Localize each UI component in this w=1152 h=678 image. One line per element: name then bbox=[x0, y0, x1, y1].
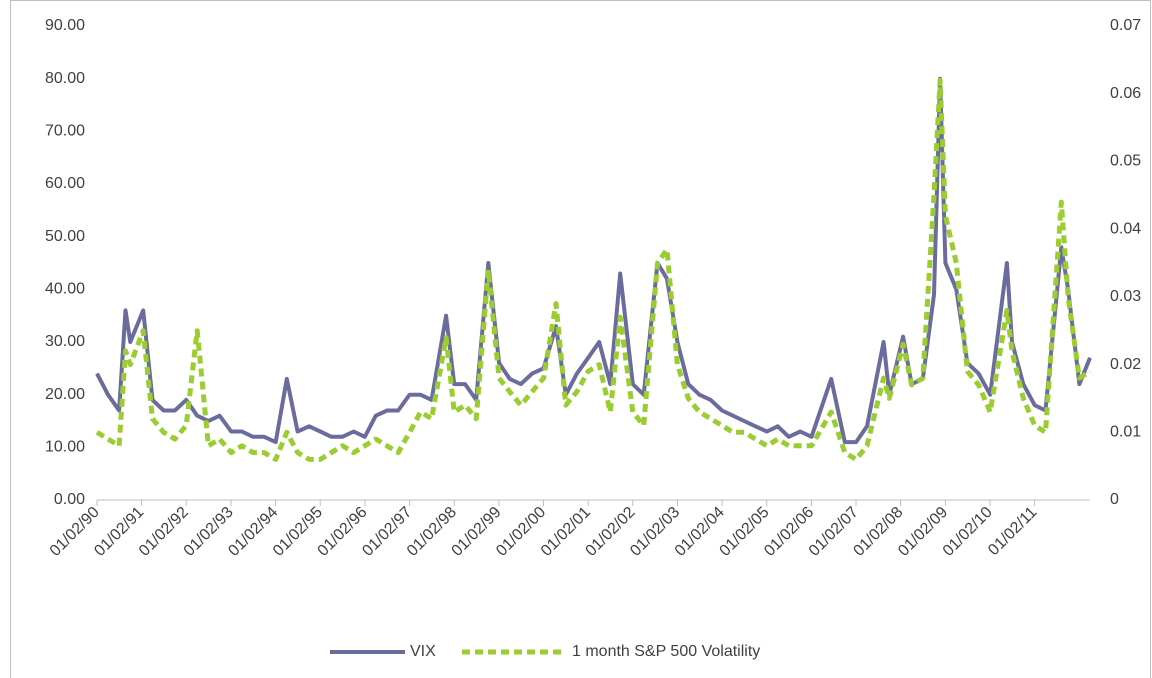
x-tick-label: 01/02/10 bbox=[940, 504, 996, 560]
chart-border bbox=[10, 0, 1151, 678]
series-line bbox=[95, 76, 1092, 445]
y2-tick-label: 0 bbox=[1110, 491, 1119, 508]
y-tick-label: 0.00 bbox=[54, 491, 85, 508]
y-tick-label: 80.00 bbox=[45, 70, 85, 87]
y-tick-label: 90.00 bbox=[45, 17, 85, 34]
legend-label: 1 month S&P 500 Volatility bbox=[572, 643, 760, 660]
y2-tick-label: 0.05 bbox=[1110, 153, 1141, 170]
y2-tick-label: 0.02 bbox=[1110, 356, 1141, 373]
y2-tick-label: 0.01 bbox=[1110, 424, 1141, 441]
y2-tick-label: 0.03 bbox=[1110, 288, 1141, 305]
y2-tick-label: 0.07 bbox=[1110, 17, 1141, 34]
series-line bbox=[95, 77, 1092, 462]
y-tick-label: 70.00 bbox=[45, 123, 85, 140]
y-tick-label: 60.00 bbox=[45, 175, 85, 192]
y-tick-label: 40.00 bbox=[45, 281, 85, 298]
y2-tick-label: 0.04 bbox=[1110, 220, 1141, 237]
y-tick-label: 20.00 bbox=[45, 386, 85, 403]
legend-label: VIX bbox=[410, 643, 436, 660]
y-tick-label: 50.00 bbox=[45, 228, 85, 245]
y2-tick-label: 0.06 bbox=[1110, 85, 1141, 102]
x-tick-label: 01/02/11 bbox=[985, 504, 1040, 559]
y-tick-label: 10.00 bbox=[45, 439, 85, 456]
y-tick-label: 30.00 bbox=[45, 333, 85, 350]
